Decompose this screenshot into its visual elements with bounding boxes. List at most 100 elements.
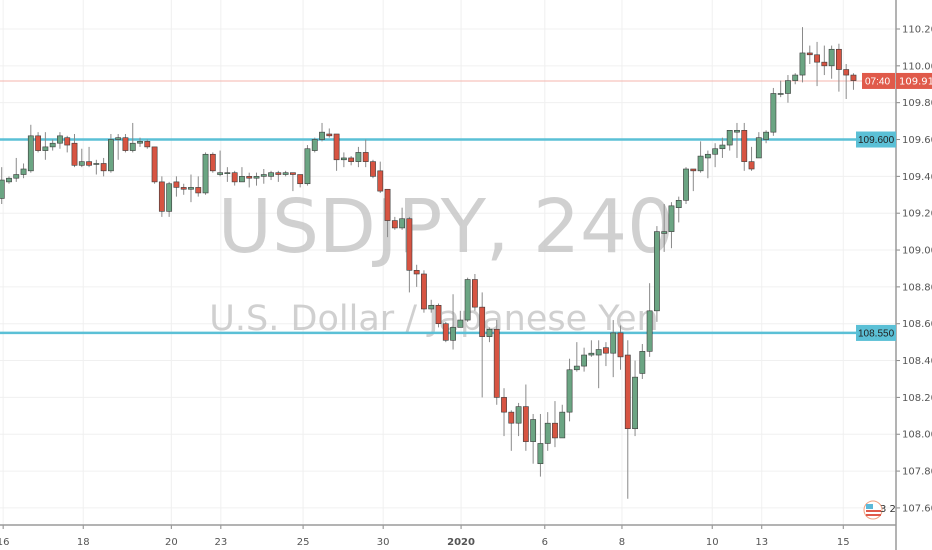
price-tags: 109.600 108.550 109.918 07:40 [856, 72, 932, 341]
candle [195, 176, 202, 197]
candle-body [180, 187, 187, 190]
price-axis[interactable]: 107.600 107.800 108.000 108.200 108.400 108.6… [895, 0, 932, 550]
candle-body [86, 161, 92, 166]
candle [166, 181, 173, 217]
candle-body [319, 131, 325, 140]
candle-body [552, 422, 558, 439]
candle [406, 216, 413, 293]
candle [370, 159, 376, 179]
candle-body [268, 172, 274, 177]
candle [741, 122, 748, 171]
candle-body [806, 52, 813, 56]
candle [158, 176, 165, 217]
candle [6, 176, 12, 184]
candle-body [770, 93, 777, 133]
y-tick-label: 108.600 [902, 319, 932, 330]
candle-body [13, 174, 20, 179]
candle [464, 277, 471, 322]
x-tick-label: 15 [837, 537, 850, 548]
candle-body [595, 349, 602, 356]
candle [690, 168, 697, 192]
candle-body [748, 161, 755, 170]
candle [522, 384, 529, 451]
candle-body [763, 131, 769, 140]
symbol-watermark: USDJPY, 240 [218, 184, 674, 270]
candle-body [508, 411, 515, 424]
candle [792, 73, 799, 85]
candle-body [697, 155, 704, 172]
candle-body [850, 74, 857, 81]
x-tick-label: 10 [706, 537, 719, 548]
candle [486, 327, 493, 343]
candle [421, 270, 427, 313]
candle-body [413, 270, 420, 275]
candle-body [20, 168, 27, 175]
candle [668, 202, 675, 249]
candle-body [239, 176, 245, 183]
candle [0, 167, 5, 204]
candle [617, 325, 624, 370]
candle [508, 410, 515, 451]
candle-body [632, 376, 638, 430]
candle [35, 132, 41, 153]
candle-body [835, 48, 842, 70]
candle-body [406, 218, 413, 271]
candle-body [639, 351, 646, 374]
candle [129, 122, 136, 153]
candle [552, 401, 558, 448]
candle [428, 299, 435, 313]
candle-body [224, 172, 231, 174]
flag-stripe [866, 510, 881, 512]
candle-body [275, 172, 282, 175]
candle-body [610, 332, 617, 354]
candle [821, 45, 828, 76]
event-count: 3 2 [880, 504, 896, 515]
x-tick-label: 25 [297, 537, 310, 548]
candle-body [493, 328, 500, 398]
candle-body [530, 419, 537, 442]
candle [719, 137, 726, 158]
candle-body [617, 332, 624, 358]
candle-body [821, 61, 828, 67]
candle [217, 150, 223, 177]
time-axis[interactable]: 16 18 20 23 25 30 2020 6 8 10 13 15 [0, 524, 896, 548]
candle [501, 388, 507, 437]
candle [806, 45, 813, 64]
candle [588, 340, 595, 357]
candle-body [57, 135, 63, 144]
candle [734, 122, 740, 158]
candle [595, 340, 602, 389]
candle [209, 152, 216, 173]
candle [42, 132, 49, 160]
candle [726, 130, 733, 151]
economic-event-marker[interactable]: 3 2 [863, 500, 896, 520]
y-tick-label: 108.800 [902, 282, 932, 293]
candle-body [843, 69, 850, 76]
candle [479, 292, 486, 398]
x-tick-label: 13 [755, 537, 768, 548]
last-price-tag [896, 72, 932, 89]
y-tick-label: 108.000 [902, 430, 932, 441]
candle [814, 41, 820, 87]
candle-body [704, 153, 711, 159]
candle [20, 163, 27, 179]
candle-body [471, 279, 478, 308]
candle [122, 133, 129, 153]
candle [239, 167, 245, 183]
candle-body [726, 130, 733, 146]
candle-body [195, 187, 202, 194]
candle [260, 168, 267, 184]
candle [493, 320, 500, 405]
candle-body [785, 80, 791, 94]
y-tick-label: 107.600 [902, 503, 932, 514]
candle [151, 146, 158, 184]
candle-body [683, 168, 689, 201]
candle [253, 172, 260, 186]
candle [850, 73, 857, 90]
candle [348, 156, 355, 166]
candle [297, 174, 304, 188]
candle-body [435, 304, 442, 325]
candle [573, 342, 580, 372]
candle-body [661, 231, 668, 234]
